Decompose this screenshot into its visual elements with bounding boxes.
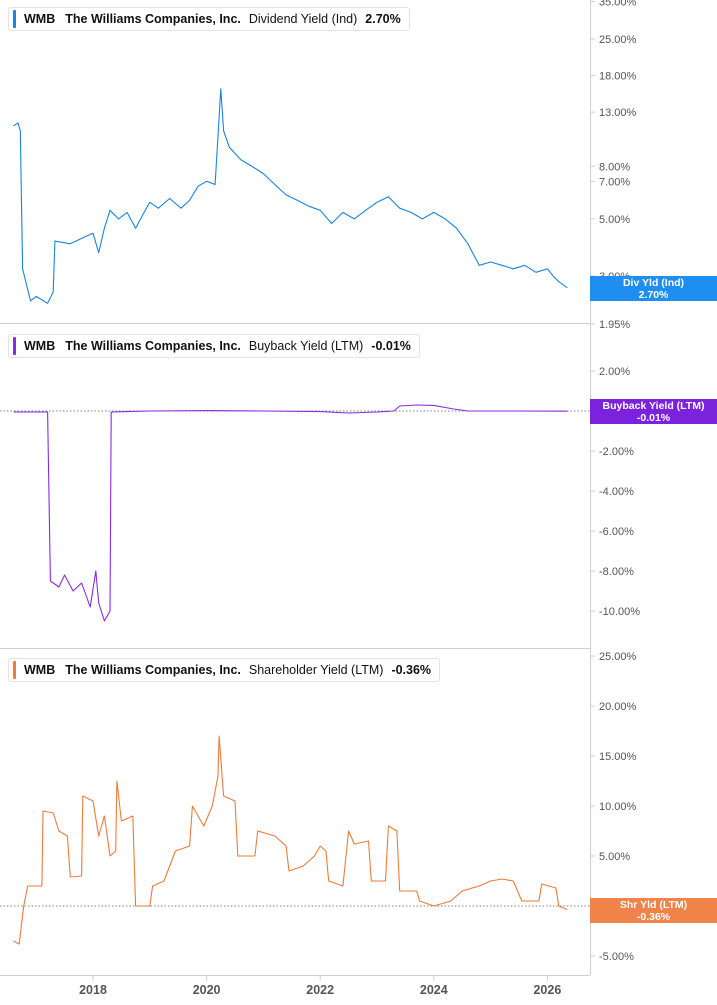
y-tick-label: 5.00%: [599, 851, 630, 863]
y-tick-label: -5.00%: [599, 951, 634, 963]
y-tick-label: -6.00%: [599, 526, 634, 538]
legend-value: 2.70%: [365, 12, 401, 26]
legend-company: The Williams Companies, Inc.: [65, 339, 241, 353]
tag-value: 2.70%: [638, 289, 669, 301]
y-tick-label: 13.00%: [599, 107, 637, 119]
y-tick-label: 15.00%: [599, 751, 637, 763]
series-color-swatch: [13, 10, 16, 28]
y-tick-label: 18.00%: [599, 71, 637, 83]
y-tick-label: 35.00%: [599, 0, 637, 8]
y-tick-label: 25.00%: [599, 651, 637, 663]
tag-label: Buyback Yield (LTM): [602, 400, 705, 412]
series-line: [13, 735, 568, 945]
legend-company: The Williams Companies, Inc.: [65, 663, 241, 677]
dividend-yield-price-tag: Div Yld (Ind) 2.70%: [590, 276, 717, 301]
tag-value: -0.01%: [636, 412, 671, 424]
series-color-swatch: [13, 661, 16, 679]
legend-company: The Williams Companies, Inc.: [65, 12, 241, 26]
legend-value: -0.01%: [371, 339, 411, 353]
x-tick-label: 2026: [533, 983, 561, 997]
y-tick-label: 7.00%: [599, 176, 630, 188]
y-tick-label: 5.00%: [599, 214, 630, 226]
series-line: [13, 404, 568, 622]
x-tick-label: 2024: [420, 983, 448, 997]
series-color-swatch: [13, 337, 16, 355]
y-tick-label: -2.00%: [599, 446, 634, 458]
tag-label: Div Yld (Ind): [622, 277, 685, 289]
legend-metric: Buyback Yield (LTM): [248, 339, 364, 353]
shareholder-yield-legend[interactable]: WMB The Williams Companies, Inc. Shareho…: [8, 658, 441, 682]
legend-ticker: WMB: [24, 663, 56, 677]
y-tick-label: -4.00%: [599, 486, 634, 498]
y-tick-label: 2.00%: [599, 366, 630, 378]
y-tick-label: -8.00%: [599, 566, 634, 578]
buyback-yield-price-tag: Buyback Yield (LTM) -0.01%: [590, 399, 717, 424]
legend-value: -0.36%: [391, 663, 432, 677]
tag-value: -0.36%: [636, 911, 671, 923]
x-tick-label: 2020: [193, 983, 221, 997]
y-tick-label: -10.00%: [599, 606, 640, 618]
y-tick-label: 8.00%: [599, 161, 630, 173]
legend-metric: Dividend Yield (Ind): [248, 12, 358, 26]
legend-ticker: WMB: [24, 339, 56, 353]
y-tick-label: 1.95%: [599, 319, 630, 331]
shareholder-yield-price-tag: Shr Yld (LTM) -0.36%: [590, 898, 717, 923]
series-line: [13, 88, 568, 304]
y-tick-label: 25.00%: [599, 34, 637, 46]
x-tick-label: 2018: [79, 983, 107, 997]
dividend-yield-legend[interactable]: WMB The Williams Companies, Inc. Dividen…: [8, 7, 410, 31]
x-tick-label: 2022: [306, 983, 334, 997]
legend-metric: Shareholder Yield (LTM): [248, 663, 384, 677]
buyback-yield-legend[interactable]: WMB The Williams Companies, Inc. Buyback…: [8, 334, 420, 358]
panel-3: 25.00% 20.00% 15.00% 10.00% 5.00% -5.00%: [0, 651, 637, 963]
panel-2: 2.00% -2.00% -4.00% -6.00% -8.00% -10.00%: [0, 366, 640, 622]
panel-1: 35.00%25.00%18.00%13.00%8.00%7.00%5.00%3…: [13, 0, 637, 331]
tag-label: Shr Yld (LTM): [619, 899, 688, 911]
y-tick-label: 10.00%: [599, 801, 637, 813]
legend-ticker: WMB: [24, 12, 56, 26]
y-tick-label: 20.00%: [599, 701, 637, 713]
